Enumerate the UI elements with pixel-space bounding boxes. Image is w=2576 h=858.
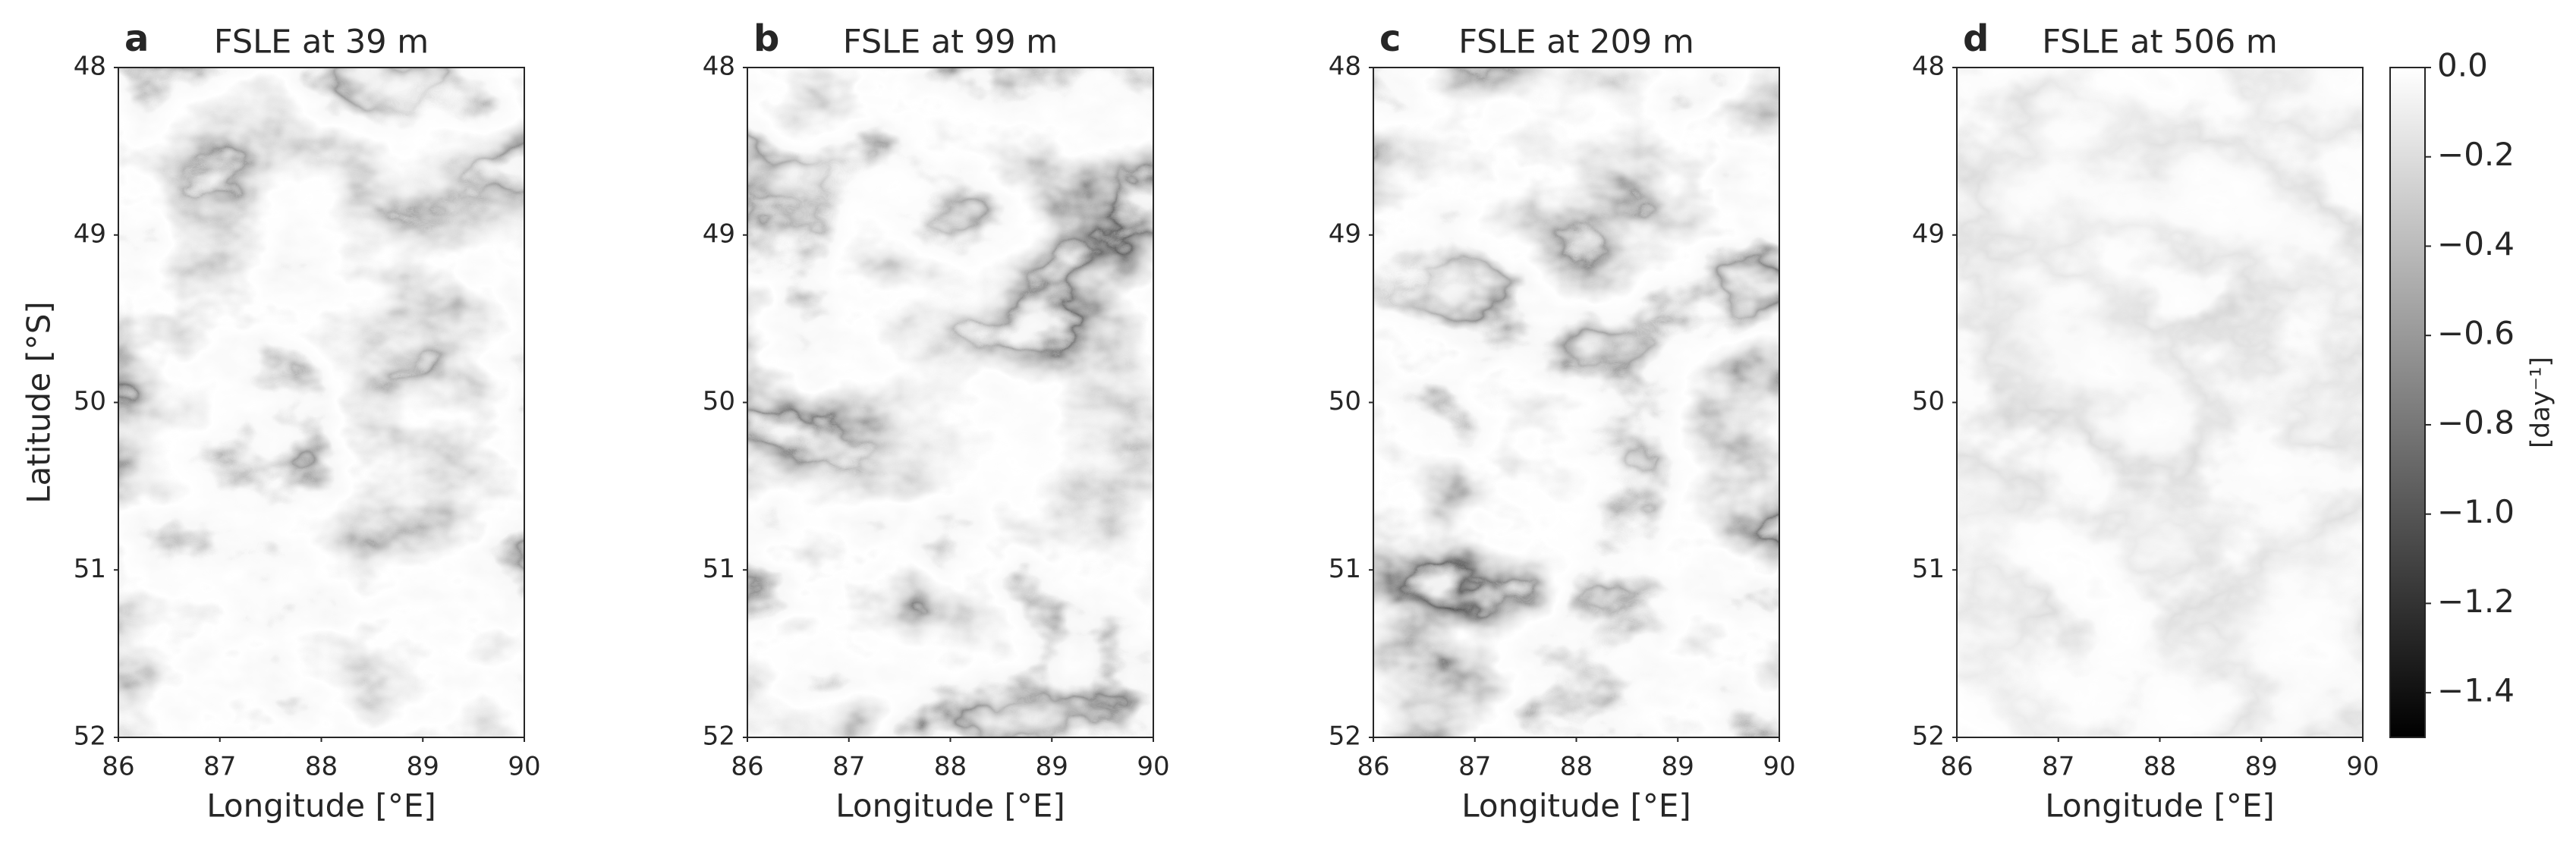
x-axis-label: Longitude [°E] — [1461, 787, 1691, 825]
x-tick-label: 88 — [934, 752, 967, 782]
field-image — [747, 68, 1153, 737]
y-tick-label: 52 — [1329, 721, 1361, 752]
y-tick-label: 52 — [1912, 721, 1945, 752]
colorbar-tick-label: −1.0 — [2437, 493, 2515, 530]
x-tick-label: 88 — [305, 752, 338, 782]
x-tick-label: 87 — [832, 752, 865, 782]
x-tick-label: 88 — [1560, 752, 1593, 782]
x-tick-label: 87 — [2042, 752, 2074, 782]
panel-label: d — [1963, 17, 1989, 60]
x-tick-label: 90 — [508, 752, 540, 782]
y-tick-label: 50 — [1912, 386, 1945, 416]
panel-label: c — [1379, 17, 1401, 60]
y-tick-label: 49 — [1912, 218, 1945, 249]
panel-title: FSLE at 209 m — [1458, 24, 1694, 61]
y-tick-label: 48 — [1329, 52, 1361, 82]
colorbar-tick-label: −0.4 — [2437, 225, 2515, 262]
y-tick-label: 49 — [74, 218, 106, 249]
x-tick-label: 90 — [2346, 752, 2379, 782]
x-tick-label: 90 — [1137, 752, 1169, 782]
x-tick-label: 87 — [1458, 752, 1491, 782]
panel-title: FSLE at 39 m — [214, 24, 429, 61]
y-tick-label: 48 — [74, 52, 106, 82]
panel-title: FSLE at 506 m — [2042, 24, 2278, 61]
x-axis-label: Longitude [°E] — [206, 787, 436, 825]
field-image — [1957, 68, 2363, 737]
y-tick-label: 50 — [1329, 386, 1361, 416]
y-tick-label: 51 — [1912, 554, 1945, 584]
colorbar-tick-label: −0.6 — [2437, 315, 2515, 352]
y-tick-label: 48 — [1912, 52, 1945, 82]
y-tick-label: 50 — [703, 386, 735, 416]
x-axis-label: Longitude [°E] — [835, 787, 1065, 825]
x-axis-label: Longitude [°E] — [2045, 787, 2275, 825]
colorbar-tick-label: −1.4 — [2437, 672, 2515, 709]
x-tick-label: 89 — [407, 752, 439, 782]
y-axis-label: Latitude [°S] — [20, 301, 58, 504]
colorbar-tick-label: −1.2 — [2437, 583, 2515, 620]
panel-title: FSLE at 99 m — [843, 24, 1058, 61]
colorbar-tick-label: 0.0 — [2437, 47, 2488, 84]
x-tick-label: 89 — [2245, 752, 2278, 782]
field-image — [118, 68, 524, 737]
panel-label: a — [124, 17, 149, 60]
y-tick-label: 48 — [703, 52, 735, 82]
colorbar-tick-label: −0.8 — [2437, 404, 2515, 441]
x-tick-label: 86 — [1357, 752, 1389, 782]
field-image — [1373, 68, 1779, 737]
y-tick-label: 50 — [74, 386, 106, 416]
y-tick-label: 52 — [703, 721, 735, 752]
x-tick-label: 89 — [1036, 752, 1068, 782]
y-tick-label: 51 — [1329, 554, 1361, 584]
colorbar-tick-label: −0.2 — [2437, 136, 2515, 173]
x-tick-label: 88 — [2144, 752, 2176, 782]
y-tick-label: 51 — [703, 554, 735, 584]
colorbar-label: [day⁻¹] — [2526, 357, 2556, 448]
x-tick-label: 90 — [1763, 752, 1795, 782]
x-tick-label: 86 — [731, 752, 763, 782]
x-tick-label: 89 — [1662, 752, 1694, 782]
colorbar — [2389, 67, 2426, 738]
panel-label: b — [753, 17, 779, 60]
x-tick-label: 87 — [203, 752, 236, 782]
y-tick-label: 49 — [1329, 218, 1361, 249]
y-tick-label: 49 — [703, 218, 735, 249]
x-tick-label: 86 — [102, 752, 134, 782]
x-tick-label: 86 — [1940, 752, 1973, 782]
y-tick-label: 51 — [74, 554, 106, 584]
y-tick-label: 52 — [74, 721, 106, 752]
